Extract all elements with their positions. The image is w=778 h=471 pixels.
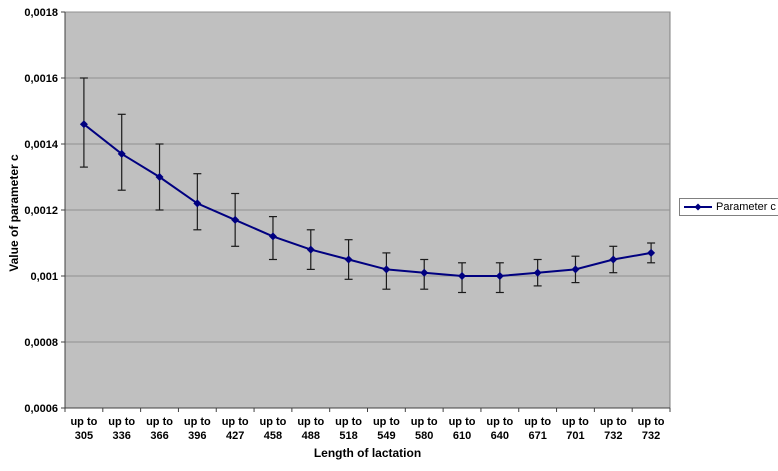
x-axis-tick-label: 458	[264, 430, 282, 442]
x-axis-tick-label: 305	[75, 430, 93, 442]
y-axis-tick-label: 0,0016	[24, 73, 58, 85]
x-axis-title: Length of lactation	[313, 446, 422, 460]
data-point-marker	[458, 272, 467, 280]
x-axis-tick-label: 701	[566, 430, 584, 442]
x-axis-tick-label: 610	[453, 430, 471, 442]
data-point-marker	[382, 265, 391, 274]
x-axis-tick-label: 640	[491, 430, 509, 442]
x-axis-tick-label: 366	[150, 430, 168, 442]
data-point-marker	[533, 268, 542, 277]
x-axis-tick-label: 671	[528, 430, 546, 442]
y-axis-title: Value of parameter c	[7, 154, 21, 272]
x-axis-tick-label: 549	[377, 430, 395, 442]
data-point-marker	[647, 248, 656, 257]
y-axis-tick-label: 0,0008	[24, 337, 58, 349]
data-point-marker	[420, 268, 429, 277]
x-axis-tick-label: up to	[260, 416, 287, 428]
x-axis-tick-label: up to	[486, 416, 513, 428]
x-axis-tick-label: 396	[188, 430, 206, 442]
x-axis-tick-label: 732	[604, 430, 622, 442]
x-axis-tick-label: up to	[373, 416, 400, 428]
data-point-marker	[571, 265, 580, 274]
x-axis-tick-label: 488	[302, 430, 320, 442]
x-axis-tick-label: up to	[638, 416, 665, 428]
x-axis-tick-label: up to	[562, 416, 589, 428]
legend-series-marker-icon	[684, 203, 712, 211]
data-point-marker	[268, 232, 277, 241]
x-axis-tick-label: up to	[449, 416, 476, 428]
x-axis-tick-label: up to	[524, 416, 551, 428]
data-point-marker	[155, 173, 164, 181]
data-point-marker	[344, 255, 353, 264]
y-axis-tick-label: 0,0006	[24, 403, 58, 415]
x-axis-tick-label: up to	[184, 416, 211, 428]
legend: Parameter c	[679, 198, 778, 216]
y-axis-tick-label: 0,0014	[24, 139, 59, 151]
data-point-marker	[231, 215, 240, 224]
y-axis-tick-label: 0,0018	[24, 7, 58, 19]
x-axis-tick-label: up to	[222, 416, 249, 428]
series-line	[83, 123, 652, 277]
data-point-marker	[193, 199, 202, 208]
y-axis-tick-label: 0,001	[30, 271, 58, 283]
x-axis-tick-label: up to	[411, 416, 438, 428]
x-axis-tick-label: 427	[226, 430, 244, 442]
x-axis-tick-label: 336	[113, 430, 131, 442]
data-point-marker	[79, 120, 88, 129]
x-axis-tick-label: up to	[146, 416, 173, 428]
x-axis-tick-label: 580	[415, 430, 433, 442]
x-axis-tick-label: up to	[108, 416, 135, 428]
data-point-marker	[609, 255, 618, 264]
x-axis-tick-label: up to	[335, 416, 362, 428]
legend-label: Parameter c	[716, 201, 776, 213]
x-axis-tick-label: 732	[642, 430, 660, 442]
x-axis-tick-label: up to	[600, 416, 627, 428]
x-axis-tick-label: up to	[70, 416, 97, 428]
data-point-marker	[306, 245, 315, 254]
data-point-marker	[117, 149, 126, 158]
x-axis-tick-label: 518	[339, 430, 357, 442]
y-axis-tick-label: 0,0012	[24, 205, 58, 217]
x-axis-tick-label: up to	[297, 416, 324, 428]
data-point-marker	[495, 272, 504, 280]
